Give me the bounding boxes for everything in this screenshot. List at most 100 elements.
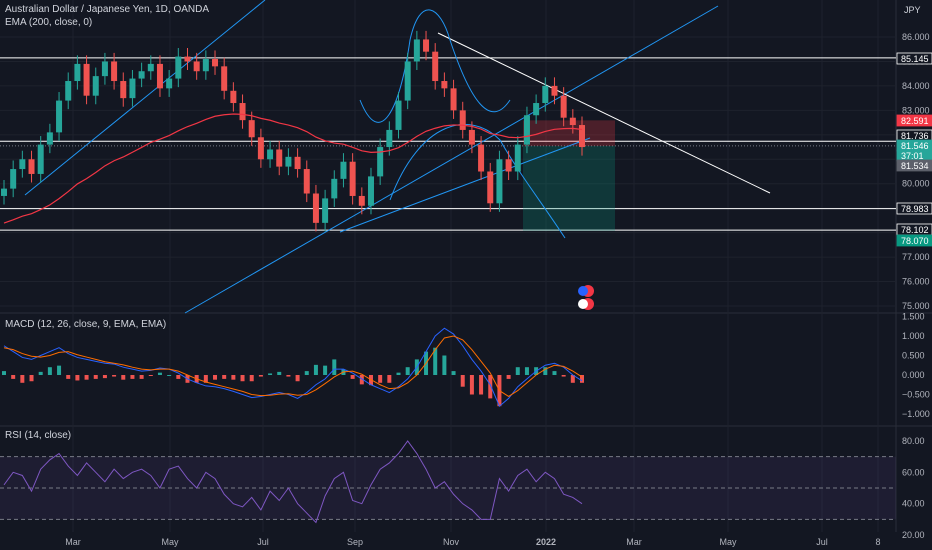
candle-body	[92, 76, 99, 96]
candle-body	[303, 169, 310, 194]
macd-histogram-bar	[167, 375, 172, 376]
x-tick-label: 8	[875, 537, 880, 547]
macd-tick-label: −0.500	[902, 390, 930, 400]
price-tag	[896, 234, 932, 247]
price-tick-label: 76.000	[902, 277, 930, 287]
x-tick-label: Jul	[816, 537, 828, 547]
candle-body	[432, 51, 439, 82]
macd-histogram-bar	[460, 375, 465, 387]
candle-body	[202, 59, 209, 72]
price-tick-label: 80.000	[902, 179, 930, 189]
macd-histogram-bar	[139, 375, 144, 379]
candle-body	[156, 63, 163, 89]
candle-body	[147, 63, 154, 72]
candle-body	[450, 88, 457, 111]
price-tick-label: 77.000	[902, 252, 930, 262]
price-tick-label: 83.000	[902, 105, 930, 115]
macd-histogram-bar	[552, 371, 557, 375]
macd-histogram-bar	[203, 375, 208, 383]
macd-histogram-bar	[433, 347, 438, 375]
candle-body	[377, 147, 384, 177]
x-tick-label: Sep	[347, 537, 363, 547]
macd-histogram-bar	[488, 375, 493, 399]
signal-line	[3, 335, 583, 398]
candle-body	[120, 81, 127, 99]
macd-histogram-bar	[75, 375, 80, 381]
ema-legend: EMA (200, close, 0)	[5, 17, 93, 28]
candle-body	[19, 159, 26, 170]
candle-body	[83, 63, 90, 96]
price-tag-label: 81.736	[901, 131, 929, 141]
candle-body	[1, 188, 7, 196]
candle-body	[478, 144, 485, 172]
candle-body	[569, 117, 576, 126]
candle-body	[267, 149, 274, 160]
macd-histogram-bar	[405, 367, 410, 375]
macd-histogram-bar	[580, 375, 584, 383]
macd-histogram-bar	[240, 375, 245, 382]
macd-histogram-bar	[130, 375, 135, 379]
rsi-tick-label: 20.00	[902, 530, 925, 540]
rsi-line	[3, 440, 583, 524]
candle-body	[276, 149, 283, 167]
macd-histogram-bar	[350, 375, 355, 379]
candle-body	[37, 144, 44, 174]
macd-histogram-bar	[561, 375, 566, 377]
price-tag-label: 82.591	[901, 116, 929, 126]
macd-histogram-bar	[313, 364, 318, 375]
candle-body	[441, 81, 448, 89]
candle-body	[331, 178, 338, 199]
price-tag	[896, 202, 932, 215]
macd-histogram-bar	[524, 367, 529, 375]
price-tag-label: 78.983	[901, 204, 929, 214]
take-profit-zone	[523, 145, 615, 231]
candle-body	[101, 61, 108, 77]
candle-body	[248, 120, 255, 138]
bollinger-lower	[389, 124, 566, 239]
macd-histogram-bar	[442, 355, 447, 375]
macd-legend: MACD (12, 26, close, 9, EMA, EMA)	[5, 319, 167, 330]
macd-histogram-bar	[11, 375, 16, 379]
candle-body	[175, 56, 182, 79]
macd-histogram-bar	[543, 367, 548, 375]
candle-body	[10, 169, 17, 189]
macd-histogram-bar	[286, 375, 291, 377]
x-tick-label: Nov	[443, 537, 460, 547]
macd-histogram-bar	[295, 375, 300, 382]
macd-histogram-bar	[268, 373, 273, 375]
candle-body	[230, 90, 237, 104]
macd-histogram-bar	[148, 375, 153, 376]
candle-body	[423, 39, 430, 52]
candle-body	[56, 100, 63, 133]
x-tick-label: Mar	[65, 537, 81, 547]
candle-body	[468, 129, 475, 145]
price-tag-label: 37:01	[901, 151, 924, 161]
macd-histogram-bar	[359, 375, 364, 385]
macd-histogram-bar	[20, 375, 25, 383]
macd-histogram-bar	[84, 375, 89, 380]
candle-body	[28, 159, 35, 174]
macd-histogram-bar	[387, 375, 392, 383]
macd-tick-label: 0.500	[902, 351, 925, 361]
macd-histogram-bar	[304, 371, 309, 375]
macd-tick-label: 0.000	[902, 370, 925, 380]
candle-body	[523, 115, 530, 145]
candle-body	[294, 156, 301, 170]
macd-histogram-bar	[231, 375, 236, 380]
candle-body	[257, 137, 264, 160]
candle-body	[46, 132, 53, 145]
rsi-tick-label: 60.00	[902, 467, 925, 477]
macd-histogram-bar	[2, 371, 6, 375]
macd-histogram-bar	[29, 375, 34, 382]
rsi-tick-label: 40.00	[902, 499, 925, 509]
price-tag-label: 78.102	[901, 225, 929, 235]
x-tick-label: May	[719, 537, 737, 547]
candle-body	[560, 95, 567, 118]
price-tag-label: 81.534	[901, 161, 929, 171]
x-tick-label: May	[161, 537, 179, 547]
price-tag-label: 78.070	[901, 236, 929, 246]
candle-body	[184, 56, 191, 62]
x-tick-label: Mar	[626, 537, 642, 547]
macd-histogram-bar	[479, 375, 484, 395]
